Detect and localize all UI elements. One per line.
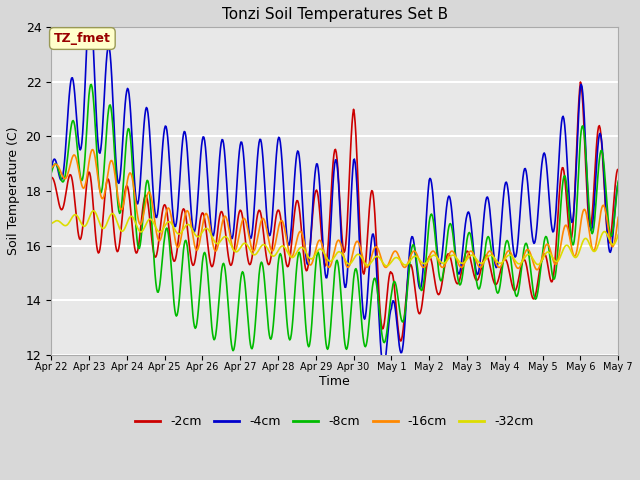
Line: -32cm: -32cm <box>51 211 618 266</box>
-32cm <box>90 208 97 214</box>
-16cm <box>327 263 335 268</box>
-32cm <box>197 231 205 237</box>
Text: TZ_fmet: TZ_fmet <box>54 32 111 45</box>
-2cm <box>381 313 389 319</box>
-4cm <box>614 180 622 186</box>
-2cm <box>563 204 571 209</box>
-16cm <box>382 264 390 270</box>
-16cm <box>89 147 97 153</box>
Title: Tonzi Soil Temperatures Set B: Tonzi Soil Temperatures Set B <box>221 7 448 22</box>
Line: -2cm: -2cm <box>51 82 618 341</box>
-32cm <box>327 258 335 264</box>
-16cm <box>533 267 541 273</box>
-4cm <box>439 248 447 253</box>
-8cm <box>47 170 55 176</box>
-2cm <box>614 167 622 172</box>
-8cm <box>229 348 237 354</box>
X-axis label: Time: Time <box>319 375 350 388</box>
Line: -16cm: -16cm <box>51 150 618 270</box>
Y-axis label: Soil Temperature (C): Soil Temperature (C) <box>7 127 20 255</box>
-4cm <box>383 345 390 350</box>
-4cm <box>380 364 387 370</box>
-32cm <box>173 229 180 235</box>
-32cm <box>47 221 55 227</box>
-16cm <box>197 233 205 239</box>
-8cm <box>328 312 335 318</box>
-2cm <box>196 219 204 225</box>
-16cm <box>564 226 572 231</box>
-2cm <box>577 79 584 85</box>
-32cm <box>614 232 622 238</box>
-2cm <box>438 282 445 288</box>
-32cm <box>439 260 447 266</box>
-4cm <box>197 152 205 157</box>
Line: -4cm: -4cm <box>51 2 618 367</box>
-4cm <box>327 224 335 230</box>
-4cm <box>564 172 572 178</box>
Line: -8cm: -8cm <box>51 84 618 351</box>
-8cm <box>88 82 95 87</box>
-32cm <box>564 243 572 249</box>
-4cm <box>173 220 180 226</box>
-2cm <box>397 338 404 344</box>
-16cm <box>47 166 55 171</box>
-4cm <box>47 167 55 173</box>
-32cm <box>383 263 390 269</box>
-8cm <box>173 313 180 319</box>
-8cm <box>439 274 447 280</box>
-8cm <box>383 330 390 336</box>
-16cm <box>614 215 622 220</box>
-8cm <box>197 277 205 283</box>
-8cm <box>564 195 572 201</box>
-4cm <box>86 0 93 5</box>
-2cm <box>326 212 334 218</box>
Legend: -2cm, -4cm, -8cm, -16cm, -32cm: -2cm, -4cm, -8cm, -16cm, -32cm <box>131 410 539 433</box>
-16cm <box>173 242 180 248</box>
-32cm <box>382 263 390 269</box>
-8cm <box>614 178 622 184</box>
-16cm <box>438 264 445 270</box>
-2cm <box>172 256 179 262</box>
-2cm <box>47 175 55 180</box>
